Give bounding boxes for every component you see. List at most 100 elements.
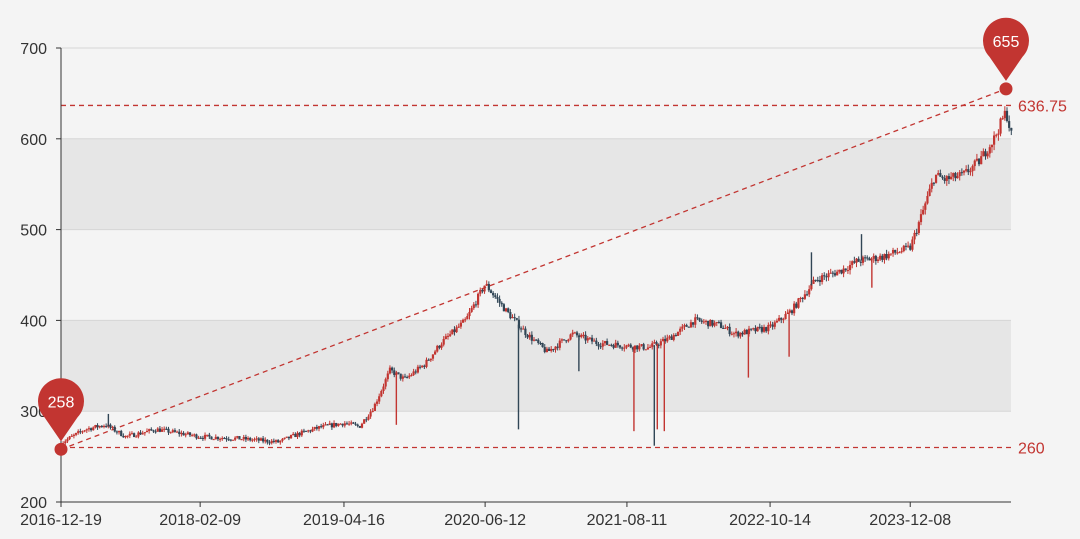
candle-body-317 [741, 332, 744, 335]
candle-body-52 [171, 430, 174, 433]
candle-body-174 [434, 351, 437, 355]
candle-body-131 [341, 423, 344, 426]
candle-body-351 [814, 279, 817, 281]
candle-body-49 [165, 428, 168, 430]
candle-body-37 [139, 432, 142, 435]
candle-body-277 [655, 342, 658, 345]
candle-body-427 [977, 158, 981, 165]
candle-body-329 [767, 324, 770, 332]
candle-body-258 [614, 342, 617, 348]
candle-body-279 [659, 341, 662, 346]
candle-body-231 [556, 346, 559, 348]
candle-body-403 [926, 195, 929, 204]
candle-body-83 [238, 436, 241, 440]
candle-body-134 [348, 423, 351, 425]
candle-body-347 [805, 294, 809, 296]
grid-band-1 [61, 138, 1011, 230]
candle-body-61 [191, 435, 194, 437]
candle-body-341 [793, 303, 796, 314]
candle-body-255 [608, 344, 611, 346]
candle-body-88 [249, 437, 252, 441]
candle-body-66 [201, 437, 204, 439]
candle-body-302 [709, 319, 712, 327]
candle-body-340 [790, 310, 794, 314]
candle-body-224 [541, 343, 544, 348]
candle-body-57 [182, 432, 185, 436]
candle-body-363 [840, 269, 843, 274]
candle-body-246 [588, 337, 591, 339]
candle-body-180 [446, 335, 450, 337]
candle-body-356 [825, 276, 828, 278]
grid-bands [61, 138, 1011, 412]
candle-body-306 [717, 322, 720, 324]
candle-body-271 [642, 344, 645, 350]
candle-body-71 [212, 439, 215, 441]
candle-body-133 [345, 423, 349, 425]
x-tick-label-6: 2023-12-08 [869, 512, 951, 529]
candle-body-93 [259, 438, 263, 441]
candle-body-269 [638, 345, 641, 350]
candle-body-78 [227, 439, 230, 441]
candle-body-183 [453, 329, 456, 333]
candle-body-369 [853, 261, 856, 263]
candle-body-188 [464, 319, 467, 321]
candle-body-365 [844, 268, 847, 271]
candles [59, 106, 1013, 447]
candle-body-72 [214, 436, 217, 440]
candle-body-260 [618, 345, 622, 348]
candle-body-189 [466, 316, 469, 320]
candle-body-383 [883, 254, 886, 260]
y-tick-label-600: 600 [20, 132, 47, 149]
x-tick-label-0: 2016-12-19 [20, 512, 102, 529]
candle-body-101 [277, 440, 280, 443]
candle-body-315 [737, 331, 740, 337]
candle-body-194 [477, 293, 480, 305]
candle-body-256 [610, 344, 613, 346]
candle-body-222 [537, 339, 540, 343]
candle-body-292 [687, 326, 690, 328]
candle-body-398 [915, 232, 918, 234]
candle-body-81 [234, 437, 237, 440]
candle-body-178 [442, 339, 445, 345]
candle-body-382 [881, 255, 884, 260]
candle-body-417 [956, 176, 959, 179]
candle-body-314 [735, 331, 738, 334]
candle-body-142 [365, 419, 368, 421]
candle-body-442 [1010, 127, 1013, 131]
candle-body-308 [722, 327, 725, 329]
candle-body-27 [117, 430, 121, 433]
candle-body-163 [410, 374, 413, 376]
candle-body-39 [143, 432, 146, 434]
candle-body-190 [468, 311, 471, 317]
candle-body-311 [728, 326, 731, 335]
candle-body-67 [203, 434, 207, 439]
candle-body-346 [803, 294, 806, 299]
candle-body-164 [412, 371, 415, 375]
candle-body-320 [747, 328, 751, 335]
candle-body-203 [496, 297, 499, 299]
candle-body-223 [539, 342, 542, 344]
candle-body-69 [208, 434, 211, 437]
candle-body-166 [416, 366, 419, 373]
candle-body-139 [358, 426, 361, 428]
candle-body-239 [573, 332, 576, 334]
candle-body-86 [244, 437, 247, 440]
candle-body-125 [328, 423, 331, 425]
candle-body-215 [522, 328, 525, 330]
markpoint-0: 258 [37, 378, 84, 456]
candle-body-401 [922, 209, 925, 215]
candle-body-161 [406, 377, 409, 379]
candle-body-354 [821, 275, 824, 282]
candle-body-304 [713, 322, 716, 326]
candle-body-410 [941, 176, 944, 179]
candle-body-120 [317, 426, 321, 429]
candle-body-94 [262, 438, 265, 442]
candle-body-51 [169, 432, 172, 434]
markline-label-0: 636.75 [1018, 98, 1067, 115]
markline-label-1: 260 [1018, 441, 1045, 458]
candle-body-42 [150, 429, 153, 431]
candle-body-250 [597, 343, 600, 347]
candle-body-187 [461, 319, 465, 323]
candle-body-193 [474, 304, 478, 306]
